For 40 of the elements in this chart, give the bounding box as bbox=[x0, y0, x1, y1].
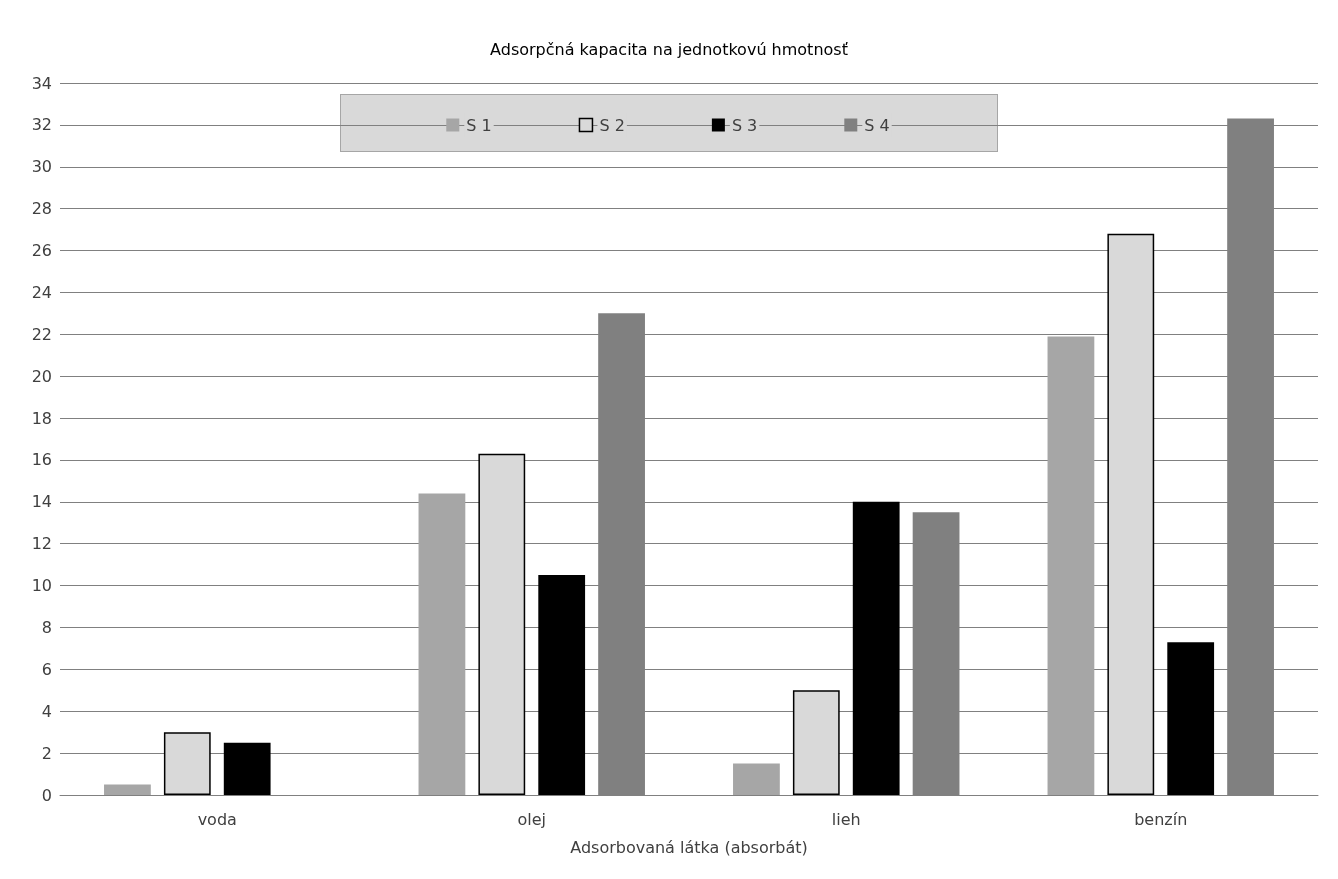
y-tick-label: 8 bbox=[41, 617, 52, 637]
y-tick-label: 26 bbox=[31, 241, 52, 261]
legend-label: S 4 bbox=[864, 115, 890, 135]
y-tick-label: 2 bbox=[41, 743, 52, 763]
y-tick-label: 12 bbox=[31, 534, 52, 554]
x-tick-label: olej bbox=[517, 809, 547, 829]
y-tick-label: 30 bbox=[31, 157, 52, 177]
y-tick-label: 32 bbox=[31, 115, 52, 135]
y-tick-label: 0 bbox=[41, 785, 52, 805]
y-tick-label: 24 bbox=[31, 282, 52, 302]
legend-label: S 2 bbox=[599, 115, 625, 135]
bar bbox=[733, 763, 780, 795]
chart-title: Adsorpčná kapacita na jednotkovú hmotnosť bbox=[490, 39, 848, 59]
bar bbox=[1107, 233, 1155, 795]
y-tick-label: 4 bbox=[41, 701, 52, 721]
y-tick-label: 6 bbox=[41, 659, 52, 679]
bar bbox=[223, 742, 271, 795]
legend-label: S 1 bbox=[466, 115, 492, 135]
bar bbox=[1167, 642, 1215, 795]
bar bbox=[852, 501, 900, 795]
y-tick-label: 14 bbox=[31, 492, 52, 512]
bar bbox=[538, 575, 586, 795]
x-tick-label: benzín bbox=[1134, 809, 1188, 829]
legend-label: S 3 bbox=[731, 115, 758, 135]
y-tick-label: 22 bbox=[31, 324, 52, 344]
bar bbox=[478, 453, 526, 795]
bar bbox=[418, 493, 466, 795]
y-tick-label: 16 bbox=[31, 450, 52, 470]
y-tick-label: 20 bbox=[31, 366, 52, 386]
x-tick-label: voda bbox=[197, 809, 237, 829]
bar bbox=[792, 690, 840, 795]
y-tick-label: 28 bbox=[31, 199, 52, 219]
y-tick-label: 34 bbox=[31, 73, 52, 93]
x-axis-title: Adsorbovaná látka (absorbát) bbox=[570, 837, 808, 857]
y-tick-label: 18 bbox=[31, 408, 52, 428]
bar bbox=[104, 784, 151, 795]
bar bbox=[163, 732, 211, 795]
bar bbox=[1047, 336, 1095, 795]
y-tick-label: 10 bbox=[31, 576, 52, 596]
x-tick-label: lieh bbox=[831, 809, 861, 829]
